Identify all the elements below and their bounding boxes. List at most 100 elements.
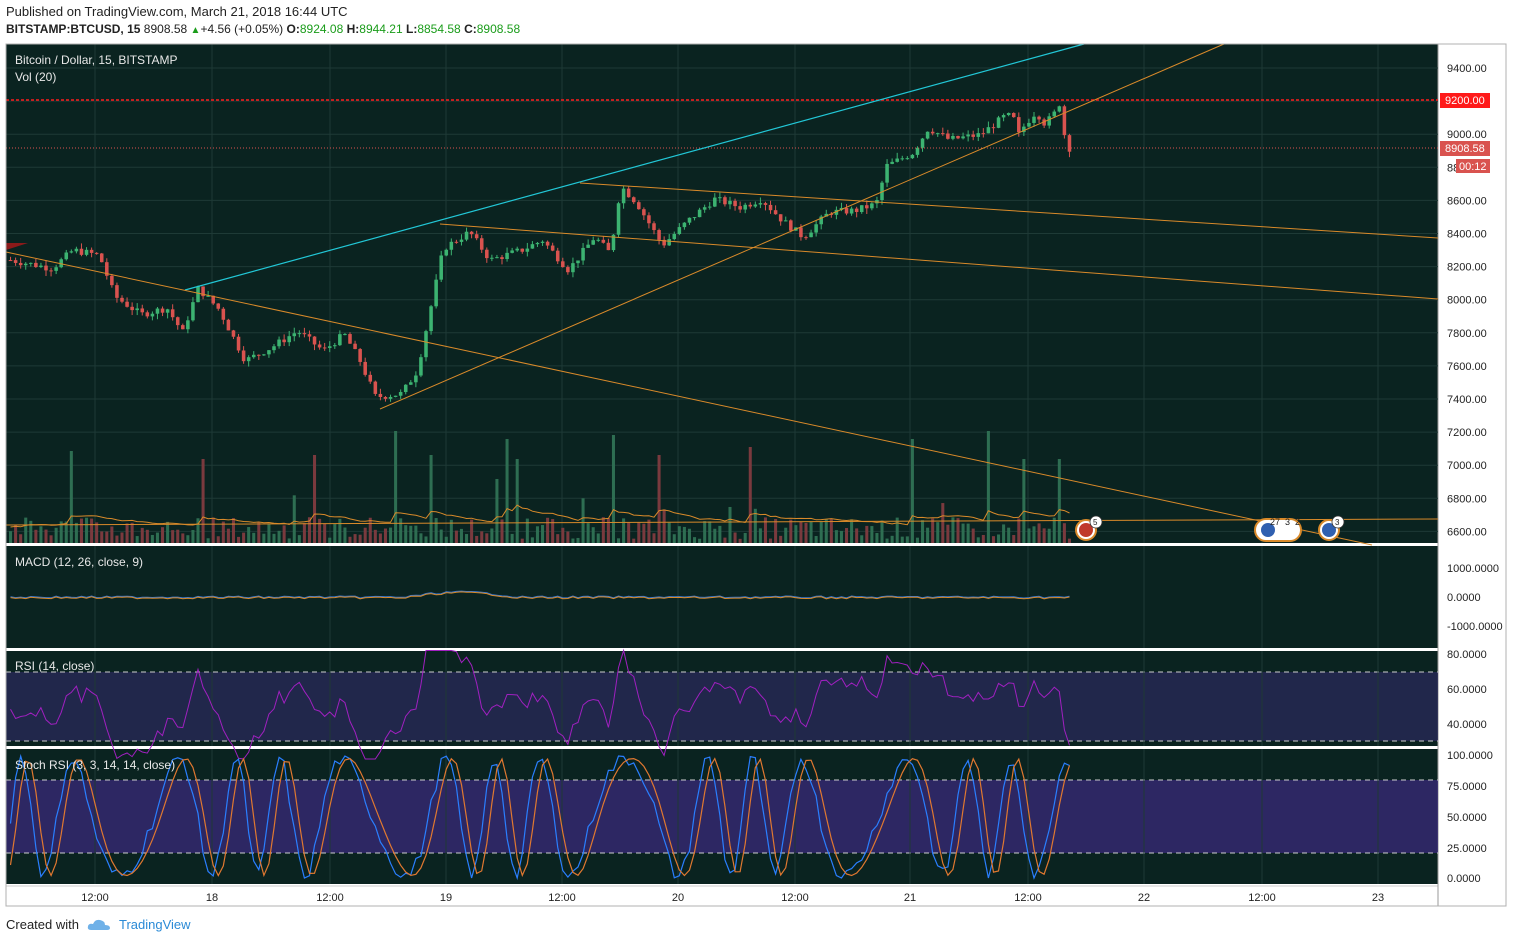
- candle-body[interactable]: [54, 267, 58, 271]
- candle-body[interactable]: [571, 263, 575, 273]
- candle-body[interactable]: [637, 202, 641, 210]
- candle-body[interactable]: [718, 197, 722, 199]
- candle-body[interactable]: [535, 242, 540, 245]
- candle-body[interactable]: [1052, 111, 1057, 117]
- candle-body[interactable]: [34, 262, 38, 268]
- candle-body[interactable]: [890, 161, 894, 164]
- candle-body[interactable]: [115, 285, 119, 298]
- candle-body[interactable]: [145, 312, 150, 317]
- candle-body[interactable]: [865, 205, 869, 209]
- candle-body[interactable]: [186, 320, 190, 330]
- candle-body[interactable]: [1011, 113, 1016, 118]
- tradingview-brand-link[interactable]: TradingView: [118, 917, 191, 932]
- candle-body[interactable]: [900, 158, 905, 160]
- candle-body[interactable]: [728, 200, 732, 205]
- candle-body[interactable]: [378, 393, 383, 398]
- candle-body[interactable]: [246, 357, 251, 362]
- candle-body[interactable]: [834, 209, 839, 215]
- candle-body[interactable]: [343, 334, 347, 336]
- candle-body[interactable]: [783, 220, 788, 222]
- candle-body[interactable]: [368, 374, 373, 382]
- candle-body[interactable]: [758, 203, 763, 205]
- candle-body[interactable]: [464, 231, 469, 240]
- candle-body[interactable]: [956, 135, 960, 139]
- candle-body[interactable]: [652, 223, 656, 231]
- candle-body[interactable]: [383, 397, 388, 399]
- candle-body[interactable]: [606, 242, 611, 251]
- candle-body[interactable]: [474, 234, 479, 239]
- candle-body[interactable]: [358, 349, 362, 362]
- candle-body[interactable]: [530, 244, 535, 249]
- candle-body[interactable]: [611, 234, 616, 251]
- candle-body[interactable]: [409, 382, 413, 385]
- candle-body[interactable]: [165, 309, 170, 313]
- candle-body[interactable]: [79, 248, 84, 255]
- candle-body[interactable]: [930, 131, 935, 134]
- candle-body[interactable]: [814, 224, 818, 233]
- candle-body[interactable]: [880, 182, 884, 201]
- candle-body[interactable]: [601, 239, 606, 243]
- candle-body[interactable]: [257, 354, 261, 356]
- candle-body[interactable]: [621, 188, 626, 204]
- candle-body[interactable]: [920, 138, 925, 148]
- candle-body[interactable]: [824, 213, 829, 217]
- candle-body[interactable]: [707, 206, 712, 208]
- candle-body[interactable]: [545, 241, 550, 246]
- main-pane[interactable]: [6, 44, 1438, 543]
- candle-body[interactable]: [490, 257, 494, 259]
- candle-body[interactable]: [99, 253, 104, 263]
- candle-body[interactable]: [130, 306, 134, 311]
- candle-body[interactable]: [292, 333, 297, 337]
- candle-body[interactable]: [692, 217, 697, 219]
- candle-body[interactable]: [206, 295, 210, 297]
- candle-body[interactable]: [631, 197, 636, 203]
- channel-top-line[interactable]: [184, 43, 1085, 291]
- candle-body[interactable]: [196, 286, 200, 303]
- candle-body[interactable]: [925, 131, 930, 139]
- candle-body[interactable]: [596, 239, 601, 241]
- candle-body[interactable]: [1022, 126, 1026, 133]
- candle-body[interactable]: [353, 343, 357, 350]
- candle-body[interactable]: [419, 357, 423, 376]
- candle-body[interactable]: [991, 127, 996, 129]
- candle-body[interactable]: [738, 206, 742, 210]
- candle-body[interactable]: [110, 275, 114, 286]
- candle-body[interactable]: [1006, 113, 1011, 116]
- candle-body[interactable]: [170, 309, 175, 318]
- candle-body[interactable]: [424, 331, 428, 358]
- candle-body[interactable]: [338, 334, 342, 346]
- candle-body[interactable]: [1067, 135, 1072, 152]
- candle-body[interactable]: [439, 255, 443, 280]
- candle-body[interactable]: [444, 249, 449, 256]
- channel-lower-line[interactable]: [439, 223, 1439, 300]
- candle-body[interactable]: [702, 207, 707, 210]
- candle-body[interactable]: [500, 257, 504, 260]
- candle-body[interactable]: [241, 350, 246, 362]
- candle-body[interactable]: [277, 339, 281, 347]
- candle-body[interactable]: [1062, 106, 1067, 136]
- candle-body[interactable]: [672, 234, 677, 240]
- candle-body[interactable]: [966, 134, 970, 137]
- candle-body[interactable]: [49, 270, 53, 272]
- candle-body[interactable]: [150, 313, 155, 317]
- candle-body[interactable]: [844, 207, 849, 214]
- candle-body[interactable]: [191, 302, 195, 321]
- candle-body[interactable]: [515, 248, 519, 251]
- candle-body[interactable]: [322, 347, 327, 349]
- candle-body[interactable]: [388, 396, 393, 399]
- candle-body[interactable]: [125, 301, 129, 307]
- candle-body[interactable]: [976, 133, 981, 137]
- candle-body[interactable]: [566, 267, 570, 273]
- event-badge-us-2[interactable]: 3: [1318, 515, 1345, 541]
- candle-body[interactable]: [682, 222, 687, 228]
- candle-body[interactable]: [226, 319, 231, 331]
- candle-body[interactable]: [23, 263, 28, 266]
- candle-body[interactable]: [733, 200, 737, 207]
- candle-body[interactable]: [231, 330, 236, 337]
- event-badge-us[interactable]: 5: [1075, 515, 1103, 541]
- candle-body[interactable]: [642, 209, 646, 216]
- candle-body[interactable]: [778, 214, 783, 222]
- candle-body[interactable]: [272, 346, 276, 351]
- candle-body[interactable]: [160, 308, 165, 313]
